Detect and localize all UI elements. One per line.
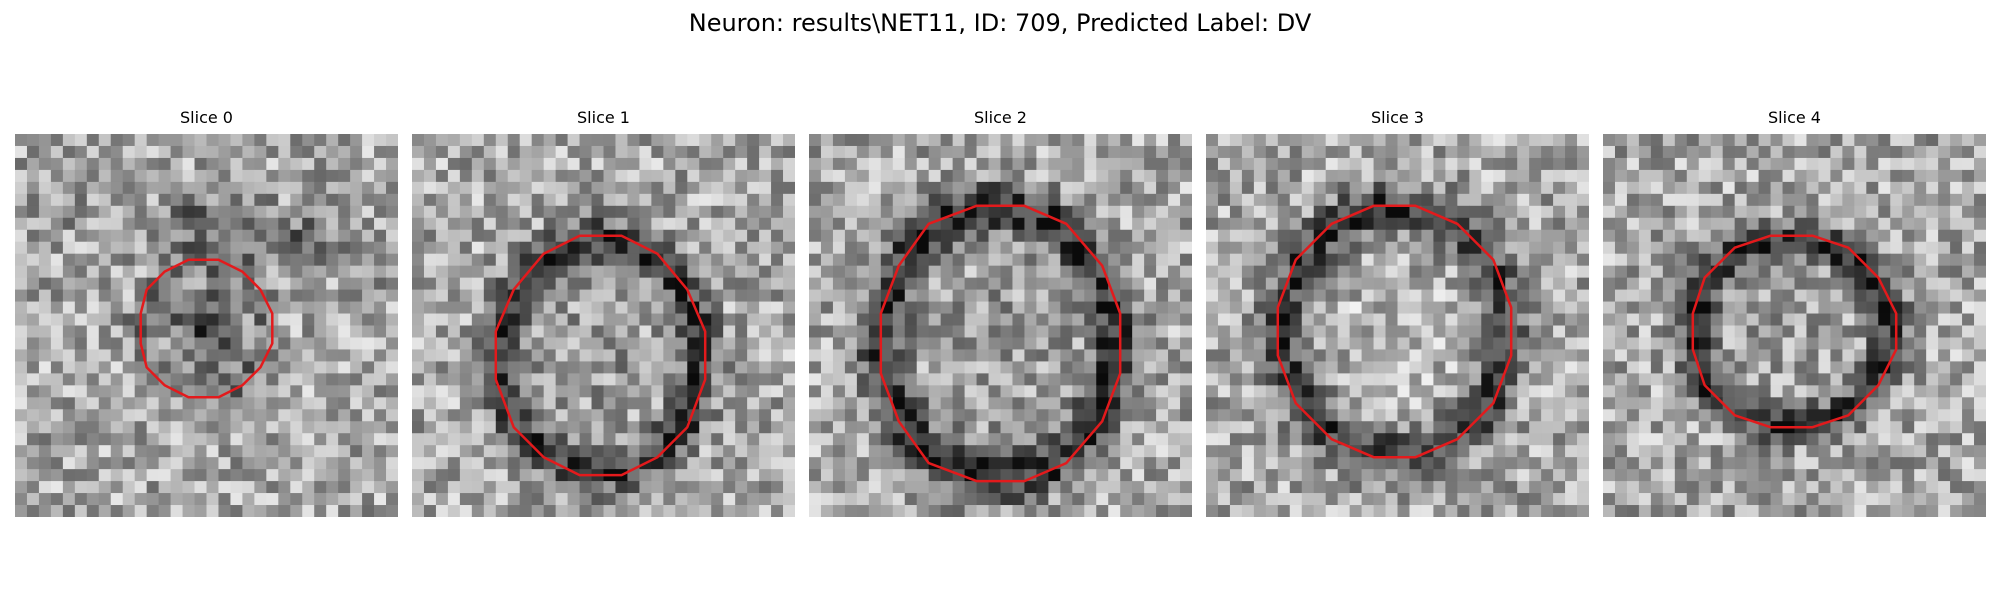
figure-title: Neuron: results\NET11, ID: 709, Predicte… — [688, 9, 1312, 37]
slice-title: Slice 0 — [180, 108, 233, 127]
slice-panel-3: Slice 3 — [1206, 108, 1589, 517]
slice-panel-4: Slice 4 — [1603, 108, 1986, 517]
roi-contour — [139, 258, 274, 399]
roi-contour — [1691, 234, 1898, 429]
roi-contour — [879, 204, 1122, 483]
slice-panel-0: Slice 0 — [15, 108, 398, 517]
slice-title: Slice 3 — [1371, 108, 1424, 127]
slice-image — [15, 134, 398, 517]
slice-panel-1: Slice 1 — [412, 108, 795, 517]
slice-title: Slice 4 — [1768, 108, 1821, 127]
slice-title: Slice 2 — [974, 108, 1027, 127]
slice-image — [1603, 134, 1986, 517]
roi-contour — [494, 234, 707, 477]
slice-image — [412, 134, 795, 517]
slice-image — [809, 134, 1192, 517]
slice-panel-2: Slice 2 — [809, 108, 1192, 517]
slice-image — [1206, 134, 1589, 517]
slice-title: Slice 1 — [577, 108, 630, 127]
roi-contour — [1276, 204, 1513, 459]
